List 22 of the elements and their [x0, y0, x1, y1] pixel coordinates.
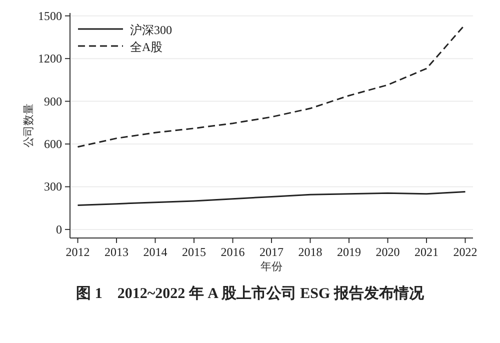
- x-tick-label: 2022: [453, 245, 478, 259]
- x-tick-label: 2018: [298, 245, 322, 259]
- y-tick-label: 900: [44, 94, 62, 108]
- x-tick-label: 2016: [220, 245, 245, 259]
- x-tick-label: 2021: [414, 245, 438, 259]
- y-tick-label: 1200: [38, 52, 62, 66]
- y-tick-label: 0: [56, 222, 62, 236]
- y-tick-label: 600: [44, 137, 62, 152]
- x-tick-label: 2014: [143, 245, 168, 259]
- x-tick-label: 2012: [66, 245, 90, 259]
- x-tick-label: 2020: [376, 245, 400, 259]
- x-tick-label: 2017: [260, 245, 284, 259]
- x-tick-label: 2015: [182, 245, 206, 259]
- x-tick-label: 2013: [104, 245, 128, 259]
- text: 图 1 2012~2022 年 A 股上市公司 ESG 报告发布情况: [76, 284, 425, 302]
- y-tick-label: 300: [44, 180, 62, 194]
- legend-label: 沪深300: [130, 23, 172, 37]
- legend-label: 全A股: [130, 40, 163, 54]
- y-axis-title: 公司数量: [23, 104, 35, 148]
- x-tick-label: 2019: [337, 245, 361, 259]
- x-axis-title: 年份: [260, 261, 282, 273]
- y-tick-label: 1500: [38, 8, 62, 23]
